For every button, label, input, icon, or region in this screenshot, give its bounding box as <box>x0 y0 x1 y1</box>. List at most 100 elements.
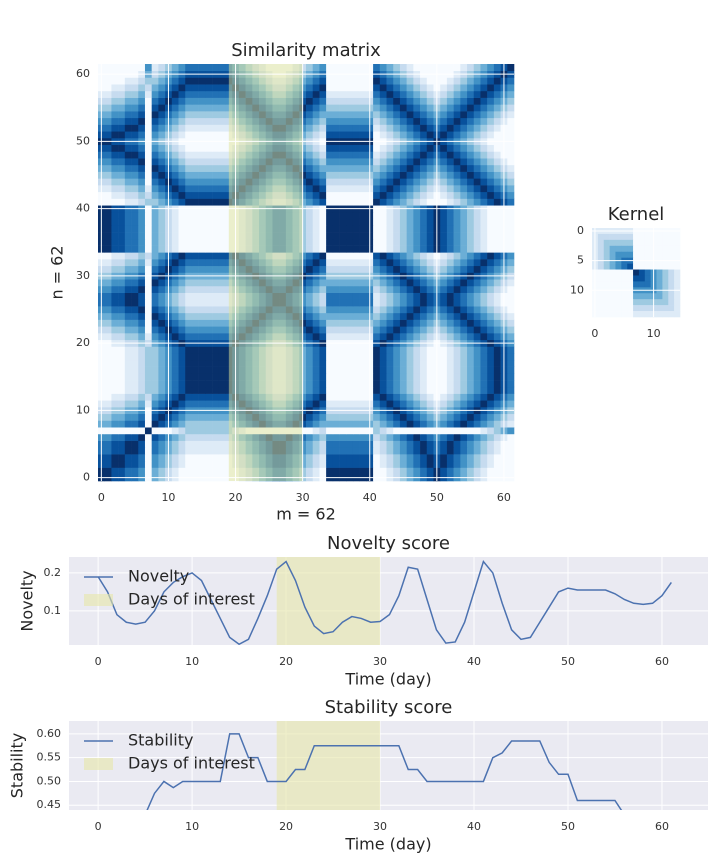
heatmap-cell <box>668 299 675 306</box>
heatmap-cell <box>379 447 387 455</box>
heatmap-cell <box>446 413 454 421</box>
heatmap-cell <box>467 232 475 240</box>
heatmap-cell <box>668 263 675 270</box>
heatmap-cell <box>185 440 193 448</box>
heatmap-cell <box>312 164 320 172</box>
heatmap-cell <box>352 359 360 367</box>
heatmap-cell <box>151 144 159 152</box>
heatmap-cell <box>319 252 327 260</box>
heatmap-cell <box>306 346 314 354</box>
heatmap-cell <box>212 198 220 206</box>
heatmap-cell <box>326 366 334 374</box>
heatmap-cell <box>373 131 381 139</box>
heatmap-cell <box>406 97 414 105</box>
heatmap-cell <box>312 144 320 152</box>
heatmap-cell <box>306 306 314 314</box>
heatmap-cell <box>487 232 495 240</box>
heatmap-cell <box>507 386 515 394</box>
heatmap-cell <box>638 305 646 312</box>
heatmap-cell <box>131 198 139 206</box>
heatmap-cell <box>151 359 159 367</box>
y-tick-label: 0.60 <box>37 727 62 740</box>
heatmap-cell <box>151 393 159 401</box>
heatmap-cell <box>191 359 199 367</box>
heatmap-cell <box>118 373 126 381</box>
y-tick-label: 0.55 <box>37 751 62 764</box>
heatmap-cell <box>359 124 367 132</box>
heatmap-cell <box>467 433 475 441</box>
heatmap-cell <box>171 467 179 475</box>
heatmap-cell <box>359 90 367 98</box>
heatmap-cell <box>339 64 347 72</box>
y-tick-label: 10 <box>570 283 584 296</box>
heatmap-cell <box>399 232 407 240</box>
heatmap-cell <box>393 64 401 72</box>
heatmap-cell <box>131 158 139 166</box>
heatmap-cell <box>346 319 354 327</box>
y-tick-label: 20 <box>76 336 90 349</box>
heatmap-cell <box>453 386 461 394</box>
heatmap-cell <box>413 359 421 367</box>
heatmap-cell <box>312 77 320 85</box>
heatmap-cell <box>326 386 334 394</box>
heatmap-cell <box>467 400 475 408</box>
heatmap-cell <box>205 447 213 455</box>
heatmap-cell <box>312 232 320 240</box>
heatmap-cell <box>413 265 421 273</box>
heatmap-cell <box>306 440 314 448</box>
heatmap-cell <box>138 366 146 374</box>
heatmap-cell <box>131 386 139 394</box>
heatmap-cell <box>212 413 220 421</box>
heatmap-cell <box>346 117 354 125</box>
heatmap-cell <box>420 90 428 98</box>
heatmap-cell <box>399 238 407 246</box>
heatmap-cell <box>111 218 119 226</box>
y-tick-label: 0.1 <box>44 604 62 617</box>
heatmap-cell <box>111 319 119 327</box>
heatmap-cell <box>633 293 640 300</box>
heatmap-cell <box>393 433 401 441</box>
heatmap-cell <box>205 259 213 267</box>
heatmap-cell <box>453 413 461 421</box>
heatmap-cell <box>178 420 186 428</box>
heatmap-cell <box>171 84 179 92</box>
heatmap-cell <box>507 144 515 152</box>
heatmap-cell <box>493 64 501 72</box>
heatmap-cell <box>319 319 327 327</box>
heatmap-cell <box>306 386 314 394</box>
heatmap-cell <box>644 233 651 241</box>
heatmap-cell <box>124 353 132 361</box>
heatmap-cell <box>178 353 186 361</box>
heatmap-cell <box>124 265 132 273</box>
heatmap-cell <box>312 198 320 206</box>
heatmap-cell <box>131 245 139 253</box>
heatmap-cell <box>104 460 112 468</box>
heatmap-cell <box>339 359 347 367</box>
y-tick-label: 40 <box>76 202 90 215</box>
heatmap-cell <box>332 285 340 293</box>
heatmap-cell <box>373 420 381 428</box>
heatmap-cell <box>413 97 421 105</box>
heatmap-cell <box>493 104 501 112</box>
heatmap-cell <box>191 333 199 341</box>
heatmap-cell <box>379 427 387 435</box>
heatmap-cell <box>198 413 206 421</box>
heatmap-cell <box>158 393 166 401</box>
heatmap-cell <box>218 104 226 112</box>
heatmap-cell <box>144 433 152 441</box>
heatmap-cell <box>487 117 495 125</box>
heatmap-cell <box>218 225 226 233</box>
heatmap-cell <box>621 293 628 300</box>
heatmap-cell <box>198 198 206 206</box>
heatmap-cell <box>668 251 675 258</box>
heatmap-cell <box>312 111 320 119</box>
heatmap-cell <box>118 386 126 394</box>
heatmap-cell <box>332 211 340 219</box>
heatmap-cell <box>480 386 488 394</box>
heatmap-cell <box>473 178 481 186</box>
heatmap-cell <box>386 467 394 475</box>
heatmap-cell <box>480 380 488 388</box>
heatmap-cell <box>339 299 347 307</box>
heatmap-cell <box>473 460 481 468</box>
heatmap-cell <box>373 359 381 367</box>
